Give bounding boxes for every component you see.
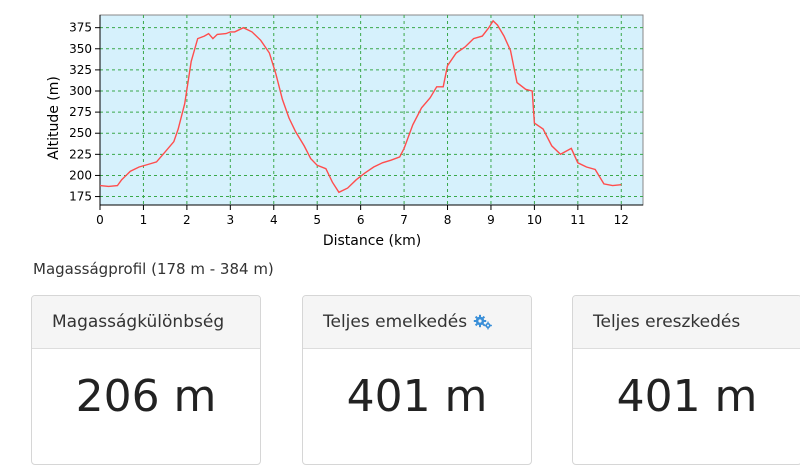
- plot-area: [99, 14, 644, 206]
- x-tick-label: 6: [357, 213, 365, 227]
- y-tick-label: 175: [69, 190, 92, 204]
- stat-value: 401 m: [616, 371, 758, 422]
- y-tick-label: 225: [69, 147, 92, 161]
- y-tick-label: 350: [69, 42, 92, 56]
- stat-header: Magasságkülönbség: [32, 296, 260, 349]
- elevation-chart: 0 1 2 3 4 5 6 7 8 9 10 11 12175200225250275300325350…: [46, 14, 644, 249]
- stat-value: 401 m: [346, 371, 488, 422]
- y-tick-label: 325: [69, 63, 92, 77]
- x-tick-label: 10: [527, 213, 542, 227]
- stat-label: Teljes emelkedés: [323, 312, 468, 332]
- stat-card-total-descent: Teljes ereszkedés 401 m: [572, 295, 800, 465]
- stat-card-elevation-difference: Magasságkülönbség 206 m: [31, 295, 261, 465]
- x-tick-label: 5: [313, 213, 321, 227]
- x-tick-label: 7: [400, 213, 408, 227]
- x-tick-label: 3: [226, 213, 234, 227]
- y-tick-label: 200: [69, 168, 92, 182]
- x-tick-label: 2: [183, 213, 191, 227]
- x-tick-label: 12: [614, 213, 629, 227]
- x-tick-label: 11: [570, 213, 585, 227]
- x-tick-label: 1: [140, 213, 148, 227]
- y-tick-label: 300: [69, 84, 92, 98]
- x-axis-label: Distance (km): [323, 233, 421, 249]
- stat-label: Teljes ereszkedés: [593, 312, 741, 332]
- y-tick-label: 250: [69, 126, 92, 140]
- y-tick-label: 375: [69, 21, 92, 35]
- gears-icon[interactable]: [473, 314, 493, 330]
- y-tick-label: 275: [69, 105, 92, 119]
- stat-header: Teljes ereszkedés: [573, 296, 800, 349]
- x-tick-label: 9: [487, 213, 495, 227]
- x-tick-label: 8: [444, 213, 452, 227]
- stat-card-total-ascent: Teljes emelkedés: [302, 295, 532, 465]
- stat-header: Teljes emelkedés: [303, 296, 531, 349]
- stat-label: Magasságkülönbség: [52, 312, 225, 332]
- x-tick-label: 4: [270, 213, 278, 227]
- elevation-line: [99, 19, 622, 194]
- x-tick-label: 0: [96, 213, 104, 227]
- y-axis-label: Altitude (m): [46, 76, 62, 160]
- gridlines: [100, 15, 643, 205]
- elevation-profile-caption: Magasságprofil (178 m - 384 m): [33, 260, 274, 278]
- stat-value: 206 m: [75, 371, 217, 422]
- axes: 0 1 2 3 4 5 6 7 8 9 10 11 12175200225250275300325350…: [69, 15, 643, 227]
